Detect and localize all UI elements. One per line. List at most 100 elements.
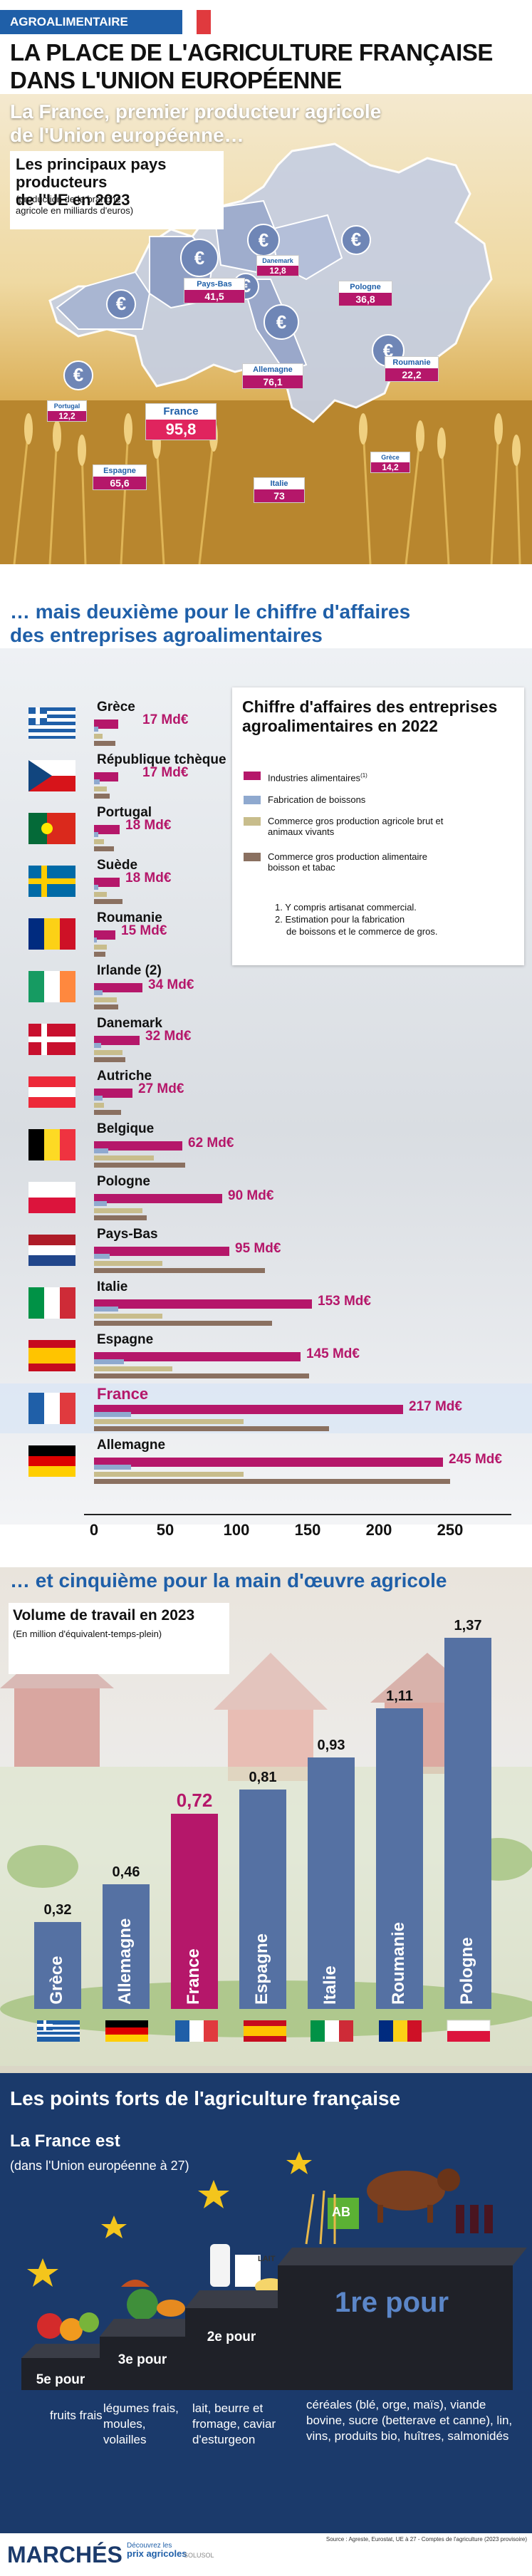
bar-commerce-alimentaire [94, 1426, 329, 1431]
wheat-field-background: €€€€€€€€ [0, 142, 532, 564]
bar-commerce-brut [94, 734, 103, 739]
country-flag [28, 707, 75, 739]
x-tick-label: 250 [437, 1521, 464, 1539]
bar-commerce-alimentaire [94, 1057, 125, 1062]
flag-france [175, 2020, 218, 2042]
bar-commerce-brut [94, 997, 117, 1002]
turnover-row: Pays-Bas 95 Md€ [0, 1225, 532, 1275]
rank-1-products: céréales (blé, orge, maïs), viande bovin… [306, 2398, 513, 2443]
country-name: Portugal [97, 805, 152, 820]
country-flag [28, 1393, 75, 1424]
turnover-row: Suède 18 Md€ [0, 856, 532, 906]
x-tick-label: 200 [365, 1521, 392, 1539]
workforce-chart: Grèce 0,32 Allemagne 0,46 France 0,72 Espagne 0… [0, 1567, 532, 2080]
bar-commerce-brut [94, 1419, 244, 1424]
country-flag [28, 866, 75, 897]
country-name: Danemark [97, 1016, 162, 1031]
bar-industries [94, 1405, 403, 1414]
svg-text:€: € [73, 364, 83, 385]
workforce-bar [444, 1638, 491, 2009]
x-tick-label: 150 [294, 1521, 321, 1539]
workforce-bar-value: 0,81 [249, 1770, 277, 1786]
workforce-bar [308, 1757, 355, 2009]
workforce-bar-label: Italie [320, 1965, 340, 2005]
bar-value-label: 15 Md€ [121, 923, 167, 938]
legend-item-industries: Industries alimentaires(1) [244, 770, 367, 783]
bar-commerce-alimentaire [94, 1321, 272, 1326]
bar-boissons [94, 1096, 103, 1101]
workforce-box-subtitle: (En million d'équivalent-temps-plein) [13, 1629, 162, 1639]
bar-commerce-brut [94, 1050, 122, 1055]
rank-2-products: lait, beurre et fromage, caviar d'esturg… [192, 2401, 276, 2446]
turnover-row: Portugal 18 Md€ [0, 804, 532, 853]
bar-value-label: 32 Md€ [145, 1029, 192, 1044]
svg-text:€: € [383, 340, 393, 361]
x-tick-label: 100 [223, 1521, 250, 1539]
producers-map-section: € € € € € € € € La France, premier producteur a… [0, 94, 532, 564]
workforce-box: Volume de travail en 2023 (En million d'… [9, 1603, 229, 1674]
workforce-flags [0, 2016, 532, 2045]
workforce-bar-label: Espagne [252, 1933, 271, 2005]
bar-value-label: 34 Md€ [148, 977, 194, 992]
producer-label-france: France 95,8 [145, 403, 217, 440]
rank-1: 1re pour [334, 2287, 449, 2318]
country-flag [28, 918, 75, 950]
country-flag [28, 1129, 75, 1160]
bar-industries [94, 720, 118, 729]
bar-value-label: 95 Md€ [235, 1241, 281, 1256]
flag-romania [379, 2020, 422, 2042]
country-name: Belgique [97, 1121, 155, 1136]
bar-industries [94, 1247, 229, 1256]
bar-commerce-brut [94, 1472, 244, 1477]
bar-commerce-brut [94, 945, 107, 950]
bar-commerce-alimentaire [94, 1268, 265, 1273]
bar-commerce-alimentaire [94, 952, 105, 957]
turnover-row: Danemark 32 Md€ [0, 1014, 532, 1064]
bar-boissons [94, 1148, 108, 1153]
rank-3-products: légumes frais, moules, volailles [103, 2401, 179, 2446]
flag-italy [311, 2020, 353, 2042]
bar-industries [94, 1458, 443, 1467]
producer-label-roumanie: Roumanie 22,2 [385, 356, 439, 382]
bar-industries [94, 1194, 222, 1203]
country-name: France [97, 1385, 149, 1403]
rank-3: 3e pour [118, 2352, 167, 2367]
producer-label-espagne: Espagne 65,6 [93, 464, 147, 490]
workforce-bar [103, 1884, 150, 2009]
cow-icon [367, 2169, 460, 2223]
bar-commerce-brut [94, 1155, 154, 1160]
bar-boissons [94, 727, 98, 732]
section1-heading: La France, premier producteur agricole d… [10, 100, 382, 146]
bar-boissons [94, 832, 98, 837]
country-name: Grèce [97, 700, 135, 715]
flag-germany [105, 2020, 148, 2042]
workforce-bar [171, 1814, 218, 2009]
workforce-bar-label: Allemagne [115, 1918, 135, 2005]
country-name: Pologne [97, 1174, 150, 1189]
country-flag [28, 1235, 75, 1266]
bar-value-label: 145 Md€ [306, 1346, 360, 1361]
country-name: Italie [97, 1279, 128, 1294]
wine-icon [456, 2205, 493, 2233]
country-name: Suède [97, 858, 138, 873]
workforce-bar-label: France [184, 1948, 203, 2005]
turnover-row: République tchèque 17 Md€ [0, 751, 532, 801]
country-flag [28, 1340, 75, 1371]
country-flag [28, 971, 75, 1002]
bar-industries [94, 825, 120, 834]
country-flag [28, 813, 75, 844]
bar-value-label: 245 Md€ [449, 1452, 502, 1467]
bar-commerce-brut [94, 786, 107, 791]
bar-boissons [94, 779, 100, 784]
legend-item-commerce-brut: Commerce gros production agricole brut e… [244, 816, 457, 837]
producer-label-italie: Italie 73 [254, 477, 305, 503]
country-name: Espagne [97, 1332, 154, 1347]
producer-label-grece: Grèce 14,2 [370, 452, 410, 473]
turnover-row: Irlande (2) 34 Md€ [0, 962, 532, 1012]
workforce-bar-value: 1,37 [454, 1618, 482, 1634]
bar-boissons [94, 1201, 107, 1206]
bar-commerce-brut [94, 839, 104, 844]
bar-commerce-alimentaire [94, 1479, 450, 1484]
country-flag [28, 1445, 75, 1477]
x-axis [84, 1514, 511, 1515]
